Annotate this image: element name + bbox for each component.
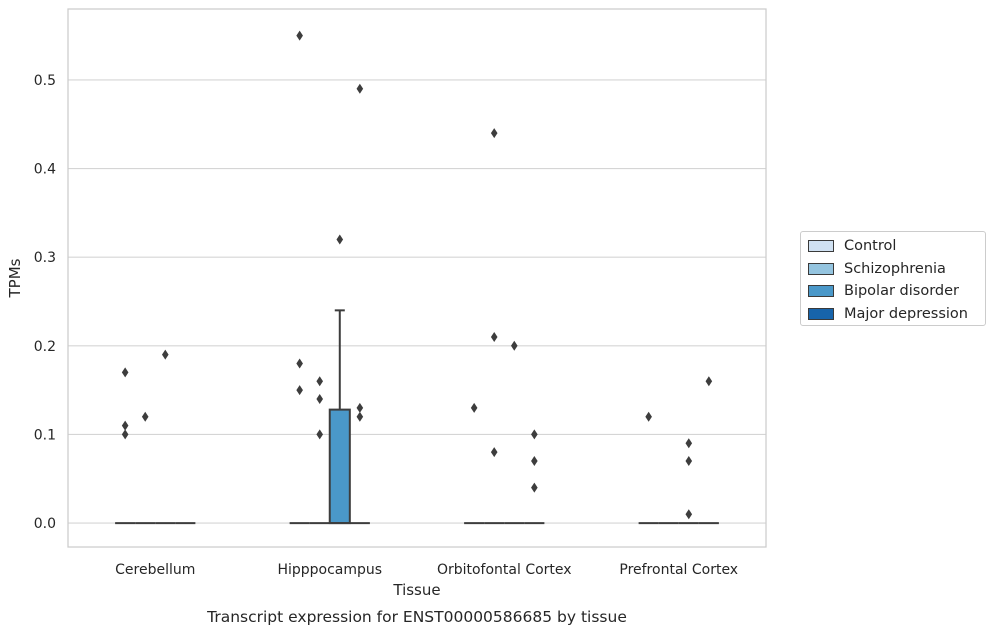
box-marks: [115, 309, 719, 525]
outlier-marks: [121, 30, 713, 520]
legend: Control Schizophrenia Bipolar disorder Majo…: [800, 231, 986, 326]
box-iqr: [328, 408, 351, 525]
outlier-point: [296, 30, 303, 41]
legend-swatch: [808, 307, 834, 320]
legend-label: Bipolar disorder: [844, 283, 959, 300]
y-tick-label: 0.4: [34, 162, 56, 178]
x-tick-label: Prefrontal Cortex: [619, 562, 738, 578]
legend-item: Schizophrenia: [808, 258, 985, 281]
outlier-point: [356, 83, 364, 94]
outlier-point: [121, 367, 129, 378]
outlier-point: [490, 331, 498, 342]
y-axis-label: TPMs: [6, 258, 24, 298]
outlier-point: [685, 438, 693, 449]
outlier-point: [510, 340, 518, 351]
outlier-point: [316, 429, 324, 440]
legend-item: Control: [808, 235, 985, 258]
outlier-point: [531, 429, 538, 440]
x-axis-label: Tissue: [392, 581, 440, 599]
legend-swatch: [808, 262, 834, 275]
outlier-point: [356, 402, 364, 413]
legend-item: Major depression: [808, 303, 985, 326]
outlier-point: [316, 393, 324, 404]
outlier-point: [470, 402, 478, 413]
outlier-point: [531, 482, 538, 493]
x-tick-labels: Cerebellum Hipppocampus Orbitofontal Corte…: [115, 562, 738, 578]
y-tick-label: 0.2: [34, 339, 56, 355]
legend-label: Schizophrenia: [844, 260, 946, 277]
outlier-point: [490, 128, 498, 139]
y-tick-label: 0.1: [34, 427, 56, 443]
y-tick-label: 0.3: [34, 250, 56, 266]
outlier-point: [490, 447, 498, 458]
legend-swatch: [808, 240, 834, 253]
outlier-point: [296, 385, 303, 396]
outlier-point: [705, 376, 713, 387]
outlier-point: [296, 358, 303, 369]
x-tick-label: Orbitofontal Cortex: [437, 562, 572, 578]
legend-item: Bipolar disorder: [808, 280, 985, 303]
outlier-point: [685, 456, 693, 467]
legend-swatch: [808, 285, 834, 298]
y-tick-labels: 0.0 0.1 0.2 0.3 0.4 0.5: [34, 73, 56, 532]
outlier-point: [645, 411, 652, 422]
outlier-point: [336, 234, 344, 245]
outlier-point: [356, 411, 364, 422]
y-tick-label: 0.5: [34, 73, 56, 89]
outlier-point: [121, 420, 129, 431]
x-tick-label: Hipppocampus: [277, 562, 382, 578]
chart-caption: Transcript expression for ENST0000058668…: [206, 608, 627, 626]
legend-label: Control: [844, 238, 897, 255]
outlier-point: [161, 349, 169, 360]
y-tick-label: 0.0: [34, 516, 56, 532]
plot-frame: [67, 8, 767, 548]
outlier-point: [531, 456, 538, 467]
legend-label: Major depression: [844, 305, 968, 322]
outlier-point: [141, 411, 149, 422]
outlier-point: [685, 509, 693, 520]
outlier-point: [316, 376, 324, 387]
plot-background: [68, 9, 766, 547]
x-tick-label: Cerebellum: [115, 562, 195, 578]
outlier-point: [121, 429, 129, 440]
